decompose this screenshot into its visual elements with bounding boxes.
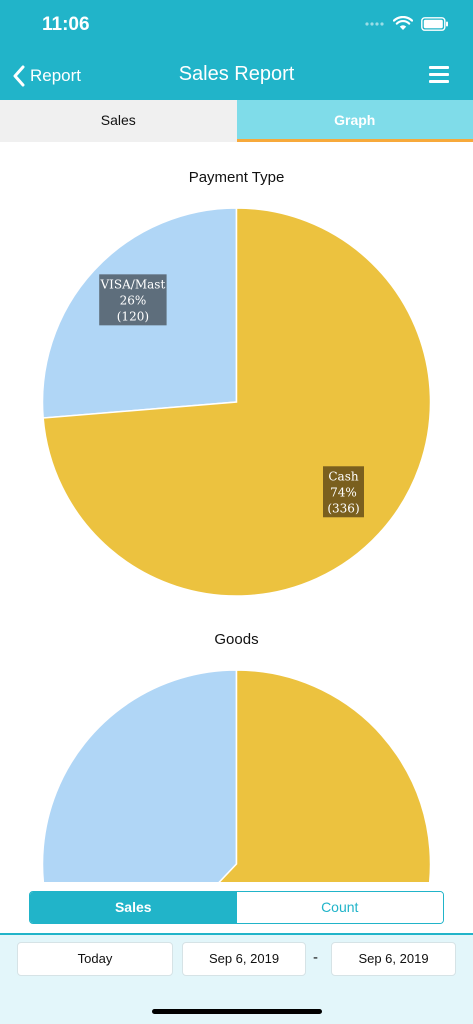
slice-label-percent: 26% <box>120 293 147 307</box>
today-button[interactable]: Today <box>17 942 173 976</box>
end-date-button[interactable]: Sep 6, 2019 <box>331 942 456 976</box>
slice-label-count: (120) <box>117 309 149 323</box>
chevron-left-icon <box>13 65 25 87</box>
page-title: Sales Report <box>178 63 295 85</box>
pie-slice[interactable] <box>103 669 432 882</box>
status-bar: 11:06 <box>0 0 473 50</box>
status-icons <box>365 16 449 31</box>
pie-slice[interactable] <box>41 669 238 882</box>
slice-label-percent: 74% <box>330 485 357 499</box>
date-separator: - <box>313 949 318 966</box>
slice-label-box <box>99 274 167 326</box>
slice-label: VISA/Mast 26% (120) <box>99 274 167 326</box>
chart-title-payment-type: Payment Type <box>188 169 285 186</box>
slice-label-name: Cash <box>328 469 358 483</box>
payment-type-pie-chart: VISA/Mast 26% (120) Cash 74% (336) <box>41 207 432 597</box>
segment-count-button[interactable]: Count <box>236 892 443 923</box>
slice-label-name: VISA/Mast <box>100 277 166 291</box>
cellular-signal-icon <box>365 21 384 26</box>
chart-scroll-area[interactable]: Payment Type VISA/Mast 26% (120) Cash 74% (33… <box>0 142 473 882</box>
tab-sales[interactable]: Sales <box>0 100 237 142</box>
slice-label: Cash 74% (336) <box>323 466 365 518</box>
goods-pie-chart: Goods 238%(44) <box>41 669 432 882</box>
wifi-icon <box>393 16 413 30</box>
tab-graph[interactable]: Graph <box>236 100 473 142</box>
segment-sales-button[interactable]: Sales <box>30 892 237 923</box>
nav-bar: Report Sales Report <box>0 50 473 100</box>
slice-label-box <box>323 466 365 518</box>
slice-label-count: (336) <box>327 501 359 515</box>
metric-segmented-control: Sales Count <box>29 891 444 924</box>
date-range-bar: Today Sep 6, 2019 - Sep 6, 2019 <box>0 933 473 1024</box>
tab-bar: Sales Graph <box>0 100 473 142</box>
home-indicator <box>152 1009 322 1014</box>
hamburger-icon <box>429 66 449 69</box>
menu-button[interactable] <box>429 66 449 84</box>
status-time: 11:06 <box>42 14 90 35</box>
back-label: Report <box>30 66 82 85</box>
battery-icon <box>421 16 448 31</box>
back-button[interactable]: Report <box>12 62 81 90</box>
start-date-button[interactable]: Sep 6, 2019 <box>182 942 306 976</box>
chart-title-goods: Goods <box>214 631 259 648</box>
